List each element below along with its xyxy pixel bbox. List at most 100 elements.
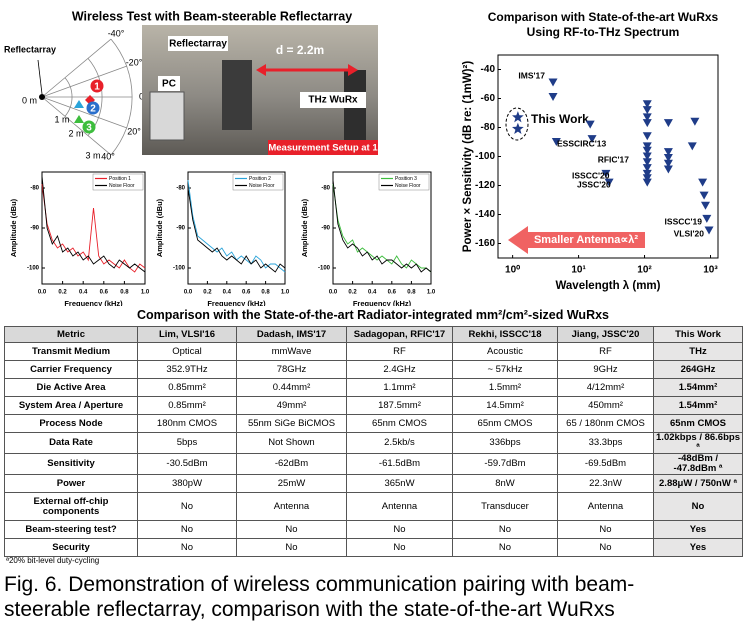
caption-line: Fig. 6. Demonstration of wireless commun…: [4, 573, 634, 597]
header-cell: Metric: [5, 327, 138, 343]
arrow-label: Smaller Antenna∝λ²: [534, 234, 638, 246]
figure: Wireless Test with Beam-steerable Reflec…: [0, 0, 746, 631]
table-cell: Sensitivity: [5, 454, 138, 475]
y-tick-label: -160: [475, 238, 495, 249]
table-cell: 8nW: [453, 475, 558, 493]
table-cell: No: [237, 539, 347, 557]
table-cell: mmWave: [237, 343, 347, 361]
table-cell: No: [453, 539, 558, 557]
data-point: [549, 93, 558, 101]
table-cell: 55nm SiGe BiCMOS: [237, 415, 347, 433]
polar-labels: Reflectarray 0 m 1 m 2 m 3 m -40° -20° 0…: [4, 28, 148, 161]
table-cell: No: [237, 521, 347, 539]
table-cell: 1.54mm²: [654, 397, 743, 415]
table-cell: System Area / Aperture: [5, 397, 138, 415]
x-axis-label: Frequency (kHz): [353, 299, 412, 306]
table-cell: -69.5dBm: [558, 454, 654, 475]
table-cell: No: [138, 493, 237, 521]
label: 3 m: [85, 150, 100, 160]
data-point: [702, 215, 711, 223]
table-cell: Yes: [654, 539, 743, 557]
y-axis-label: Amplitude (dBu): [155, 198, 164, 257]
footnote: ª20% bit-level duty-cycling: [6, 556, 99, 565]
label: 2 m: [68, 128, 83, 138]
header-cell: This Work: [654, 327, 743, 343]
table-cell: 5bps: [138, 433, 237, 454]
table-cell: 25mW: [237, 475, 347, 493]
chart-title: Using RF-to-THz Spectrum: [527, 25, 680, 39]
spectrum-line: [188, 180, 285, 272]
table-cell: 1.1mm²: [347, 379, 453, 397]
table-cell: 180nm CMOS: [138, 415, 237, 433]
table-cell: 1.54mm²: [654, 379, 743, 397]
table-cell: 1.02kbps / 86.6bps ª: [654, 433, 743, 454]
x-tick-label: 0.6: [100, 290, 109, 296]
table-cell: No: [558, 521, 654, 539]
annotation: ISSCC'19: [665, 216, 703, 226]
table-cell: Transmit Medium: [5, 343, 138, 361]
legend-label: Position 2: [249, 176, 271, 182]
label: Reflectarray: [4, 44, 56, 54]
table-cell: Optical: [138, 343, 237, 361]
table-cell: 33.3bps: [558, 433, 654, 454]
legend-label: Position 3: [395, 176, 417, 182]
data-point: [698, 179, 707, 187]
table-cell: Process Node: [5, 415, 138, 433]
y-tick-label: -100: [475, 151, 495, 162]
spectrum-line: [333, 184, 431, 272]
x-tick-label: 0.4: [368, 290, 377, 296]
y-axis-label: Amplitude (dBu): [300, 198, 309, 257]
table-cell: 65nm CMOS: [453, 415, 558, 433]
table-row: Carrier Frequency352.9THz78GHz2.4GHz~ 57…: [5, 361, 743, 379]
table-cell: 336bps: [453, 433, 558, 454]
x-tick-label: 0.4: [223, 290, 232, 296]
table-cell: No: [138, 539, 237, 557]
x-tick-label: 0.6: [242, 290, 251, 296]
legend-label: Noise Floor: [249, 183, 275, 189]
label: 40°: [101, 151, 115, 161]
position-number: 2: [90, 104, 96, 115]
position-number: 3: [86, 123, 92, 134]
photo-label: THz WuRx: [308, 95, 358, 106]
table-cell: Yes: [654, 521, 743, 539]
chart-title: Comparison with State-of-the-art WuRxs: [488, 10, 719, 24]
y-tick-label: -90: [30, 226, 39, 232]
x-axis-label: Frequency (kHz): [207, 299, 266, 306]
table-cell: No: [347, 521, 453, 539]
x-tick-label: 0.0: [184, 290, 193, 296]
table-cell: 352.9THz: [138, 361, 237, 379]
position-number: 1: [94, 82, 100, 93]
table-cell: 264GHz: [654, 361, 743, 379]
x-tick-label: 10¹: [571, 265, 586, 276]
y-tick-label: -90: [176, 226, 185, 232]
data-point: [643, 132, 652, 140]
table-cell: -30.5dBm: [138, 454, 237, 475]
spectrum-line: [333, 180, 431, 272]
data-point: [701, 202, 710, 210]
x-tick-label: 0.4: [79, 290, 88, 296]
table-cell: 0.85mm²: [138, 397, 237, 415]
figure-panels: Wireless Test with Beam-steerable Reflec…: [0, 0, 746, 306]
table-cell: 14.5mm²: [453, 397, 558, 415]
table-cell: 187.5mm²: [347, 397, 453, 415]
table-cell: No: [347, 539, 453, 557]
legend-label: Position 1: [109, 176, 131, 182]
x-axis-label: Wavelength λ (mm): [555, 280, 660, 292]
header-cell: Rekhi, ISSCC'18: [453, 327, 558, 343]
data-point: [643, 179, 652, 187]
x-axis-label: Frequency (kHz): [64, 299, 123, 306]
y-tick-label: -80: [321, 186, 330, 192]
annotation: JSSC'20: [577, 179, 611, 189]
table-cell: 65 / 180nm CMOS: [558, 415, 654, 433]
y-axis-label: Amplitude (dBu): [9, 198, 18, 257]
polar-radials: [42, 39, 132, 155]
photo-label: Reflectarray: [169, 39, 227, 50]
table-row: Data Rate5bpsNot Shown2.5kb/s336bps33.3b…: [5, 433, 743, 454]
annotation: RFIC'17: [598, 154, 630, 164]
y-tick-label: -80: [30, 186, 39, 192]
header-cell: Dadash, IMS'17: [237, 327, 347, 343]
table-cell: Antenna: [347, 493, 453, 521]
